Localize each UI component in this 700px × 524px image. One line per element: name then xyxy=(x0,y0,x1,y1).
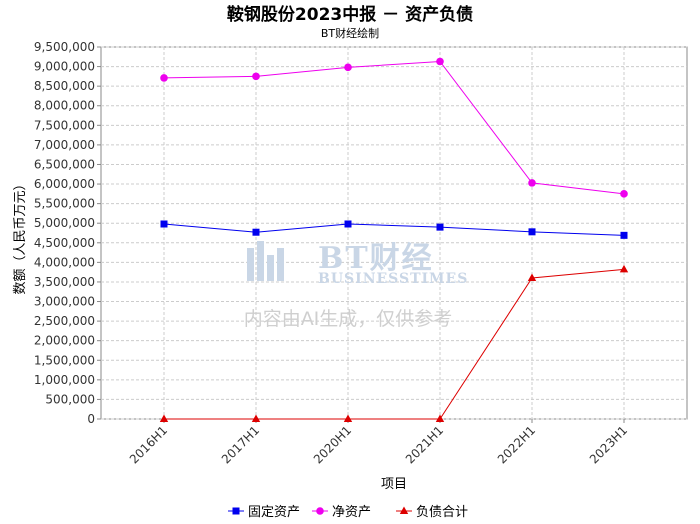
x-tick-label: 2020H1 xyxy=(311,423,354,466)
y-tick-label: 5,000,000 xyxy=(34,216,95,230)
data-point xyxy=(435,414,445,422)
data-point xyxy=(343,414,353,422)
y-tick-label: 2,000,000 xyxy=(34,334,95,348)
y-tick-label: 4,500,000 xyxy=(34,236,95,250)
legend-marker xyxy=(399,506,409,514)
data-point xyxy=(528,228,536,236)
data-point xyxy=(344,63,352,72)
data-point xyxy=(344,220,352,228)
legend-item: 净资产 xyxy=(312,505,371,520)
data-point xyxy=(436,57,444,66)
data-point xyxy=(436,223,444,231)
data-point xyxy=(620,190,628,198)
watermark-notice: 内容由AI生成，仅供参考 xyxy=(244,308,453,330)
y-tick-label: 7,000,000 xyxy=(34,138,95,152)
data-point xyxy=(159,414,169,422)
data-point xyxy=(252,228,260,236)
series-line xyxy=(163,60,625,195)
y-tick-label: 500,000 xyxy=(45,392,95,406)
series-line xyxy=(164,268,625,420)
series-2 xyxy=(160,57,628,198)
y-tick-label: 9,500,000 xyxy=(34,40,95,54)
data-point xyxy=(251,414,261,422)
y-tick-label: 1,000,000 xyxy=(34,373,95,387)
y-tick-label: 6,500,000 xyxy=(34,157,95,171)
y-tick-label: 2,500,000 xyxy=(34,314,95,328)
data-point xyxy=(252,72,260,81)
x-tick-label: 2021H1 xyxy=(403,423,446,466)
legend-marker xyxy=(316,507,324,515)
legend-label: 净资产 xyxy=(332,505,371,520)
chart-title: 鞍钢股份2023中报 － 资产负债 xyxy=(227,4,473,25)
series-3 xyxy=(159,264,629,422)
x-tick-label: 2023H1 xyxy=(587,423,630,466)
x-axis-label: 项目 xyxy=(381,477,407,492)
plot-area xyxy=(100,46,688,420)
legend: 固定资产 净资产 负债合计 xyxy=(228,505,468,520)
chart-subtitle: BT财经绘制 xyxy=(321,26,379,40)
y-tick-label: 3,500,000 xyxy=(34,275,95,289)
watermark-brand-en: BUSINESSTIMES xyxy=(318,271,468,287)
legend-label: 负债合计 xyxy=(416,505,468,520)
legend-item: 固定资产 xyxy=(228,505,300,520)
x-tick-label: 2016H1 xyxy=(127,423,170,466)
watermark-logo xyxy=(247,241,284,281)
x-axis: 2016H1 2017H1 2020H1 2021H1 2022H1 2023H1 xyxy=(127,419,630,466)
y-tick-label: 8,000,000 xyxy=(34,99,95,113)
data-point xyxy=(160,74,168,82)
y-axis: 0 500,000 1,000,000 1,500,000 2,000,000 2,500… xyxy=(34,40,101,426)
y-tick-label: 9,000,000 xyxy=(34,60,95,74)
watermark-brand: BT财经 xyxy=(318,241,434,276)
y-tick-label: 3,000,000 xyxy=(34,295,95,309)
y-tick-label: 5,500,000 xyxy=(34,197,95,211)
legend-marker xyxy=(232,507,240,515)
series-layer xyxy=(159,57,629,422)
data-point xyxy=(619,264,629,273)
data-point xyxy=(528,179,536,187)
x-tick-label: 2017H1 xyxy=(219,423,262,466)
y-tick-label: 8,500,000 xyxy=(34,79,95,93)
series-1 xyxy=(160,220,628,239)
legend-item: 负债合计 xyxy=(396,505,468,520)
y-tick-label: 0 xyxy=(87,412,95,426)
legend-label: 固定资产 xyxy=(248,505,300,520)
y-tick-label: 6,000,000 xyxy=(34,177,95,191)
data-point xyxy=(160,220,168,228)
y-tick-label: 1,500,000 xyxy=(34,353,95,367)
y-tick-label: 7,500,000 xyxy=(34,118,95,132)
x-tick-label: 2022H1 xyxy=(495,423,538,466)
y-tick-label: 4,000,000 xyxy=(34,255,95,269)
watermark: BT财经 BUSINESSTIMES 内容由AI生成，仅供参考 xyxy=(244,241,468,330)
data-point xyxy=(527,273,537,282)
data-point xyxy=(620,231,628,239)
y-axis-label: 数额（人民币万元） xyxy=(13,177,28,294)
series-line xyxy=(163,223,625,236)
